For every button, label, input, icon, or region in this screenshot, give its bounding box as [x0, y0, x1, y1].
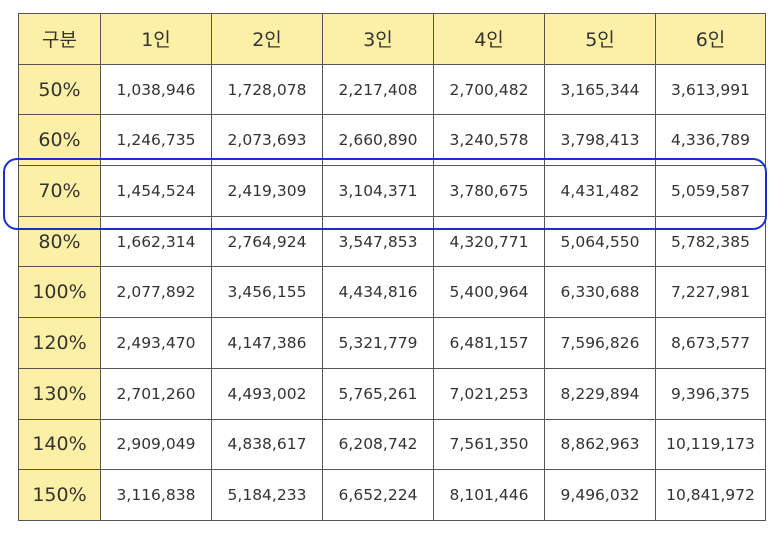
table-row: 130% 2,701,260 4,493,002 5,765,261 7,021,253… — [18, 367, 766, 420]
table-row: 80% 1,662,314 2,764,924 3,547,853 4,320,771 5… — [18, 215, 766, 268]
column-header: 5인 — [544, 13, 656, 65]
table-cell: 3,104,371 — [322, 165, 434, 217]
table-cell: 9,396,375 — [655, 367, 766, 420]
table-row: 50% 1,038,946 1,728,078 2,217,408 2,700,482 3… — [18, 63, 766, 116]
table-cell: 5,765,261 — [322, 367, 434, 420]
table-cell: 10,119,173 — [655, 418, 766, 471]
table-cell: 2,077,892 — [100, 266, 212, 319]
table-cell: 5,064,550 — [544, 215, 656, 268]
table-cell: 6,330,688 — [544, 266, 656, 319]
table-cell: 3,456,155 — [211, 266, 323, 319]
table-cell: 3,165,344 — [544, 63, 656, 116]
column-header: 1인 — [100, 13, 212, 65]
table-cell: 3,798,413 — [544, 114, 656, 167]
table-cell: 3,240,578 — [433, 114, 545, 167]
table-cell: 8,101,446 — [433, 469, 545, 521]
row-header: 120% — [18, 317, 101, 369]
row-header: 60% — [18, 114, 101, 167]
table-row: 140% 2,909,049 4,838,617 6,208,742 7,561,350… — [18, 418, 766, 471]
column-header: 6인 — [655, 13, 766, 65]
table-cell: 4,320,771 — [433, 215, 545, 268]
table-cell: 6,208,742 — [322, 418, 434, 471]
row-header: 150% — [18, 469, 101, 521]
table-cell: 1,728,078 — [211, 63, 323, 116]
table-cell: 2,073,693 — [211, 114, 323, 167]
table-cell: 4,434,816 — [322, 266, 434, 319]
table-cell: 4,431,482 — [544, 165, 656, 217]
table-row: 60% 1,246,735 2,073,693 2,660,890 3,240,578 3… — [18, 114, 766, 167]
table-cell: 6,481,157 — [433, 317, 545, 369]
row-header: 80% — [18, 215, 101, 268]
table-cell: 2,701,260 — [100, 367, 212, 420]
row-header: 50% — [18, 63, 101, 116]
table-cell: 6,652,224 — [322, 469, 434, 521]
table-cell: 5,059,587 — [655, 165, 766, 217]
table-cell: 2,493,470 — [100, 317, 212, 369]
table-cell: 3,547,853 — [322, 215, 434, 268]
table-cell: 1,038,946 — [100, 63, 212, 116]
table-cell: 7,021,253 — [433, 367, 545, 420]
table-cell: 8,673,577 — [655, 317, 766, 369]
table-cell: 5,400,964 — [433, 266, 545, 319]
table-cell: 2,660,890 — [322, 114, 434, 167]
table-cell: 2,909,049 — [100, 418, 212, 471]
table-cell: 7,227,981 — [655, 266, 766, 319]
table-cell: 5,184,233 — [211, 469, 323, 521]
income-table: 구분 1인 2인 3인 4인 5인 6인 50% 1,038,946 1,728,0… — [18, 13, 766, 521]
table-cell: 4,838,617 — [211, 418, 323, 471]
table-row: 100% 2,077,892 3,456,155 4,434,816 5,400,964… — [18, 266, 766, 319]
table-cell: 4,336,789 — [655, 114, 766, 167]
column-header: 4인 — [433, 13, 545, 65]
table-cell: 5,321,779 — [322, 317, 434, 369]
table-cell: 8,862,963 — [544, 418, 656, 471]
table-cell: 4,147,386 — [211, 317, 323, 369]
column-header: 3인 — [322, 13, 434, 65]
table-cell: 3,116,838 — [100, 469, 212, 521]
table-cell: 2,700,482 — [433, 63, 545, 116]
table-cell: 7,596,826 — [544, 317, 656, 369]
table-cell: 2,764,924 — [211, 215, 323, 268]
table-cell: 1,454,524 — [100, 165, 212, 217]
table-row: 120% 2,493,470 4,147,386 5,321,779 6,481,157… — [18, 317, 766, 369]
table-cell: 2,217,408 — [322, 63, 434, 116]
table-cell: 8,229,894 — [544, 367, 656, 420]
table-cell: 1,246,735 — [100, 114, 212, 167]
row-header: 130% — [18, 367, 101, 420]
table-cell: 7,561,350 — [433, 418, 545, 471]
table-cell: 3,780,675 — [433, 165, 545, 217]
corner-header: 구분 — [18, 13, 101, 65]
table-row: 150% 3,116,838 5,184,233 6,652,224 8,101,446… — [18, 469, 766, 521]
table-cell: 3,613,991 — [655, 63, 766, 116]
row-header: 70% — [18, 165, 101, 217]
table-cell: 4,493,002 — [211, 367, 323, 420]
table-cell: 5,782,385 — [655, 215, 766, 268]
row-header: 140% — [18, 418, 101, 471]
table-cell: 1,662,314 — [100, 215, 212, 268]
table-row: 70% 1,454,524 2,419,309 3,104,371 3,780,675 4… — [18, 165, 766, 217]
header-row: 구분 1인 2인 3인 4인 5인 6인 — [18, 13, 766, 65]
table-cell: 10,841,972 — [655, 469, 766, 521]
table-cell: 9,496,032 — [544, 469, 656, 521]
column-header: 2인 — [211, 13, 323, 65]
row-header: 100% — [18, 266, 101, 319]
table-cell: 2,419,309 — [211, 165, 323, 217]
